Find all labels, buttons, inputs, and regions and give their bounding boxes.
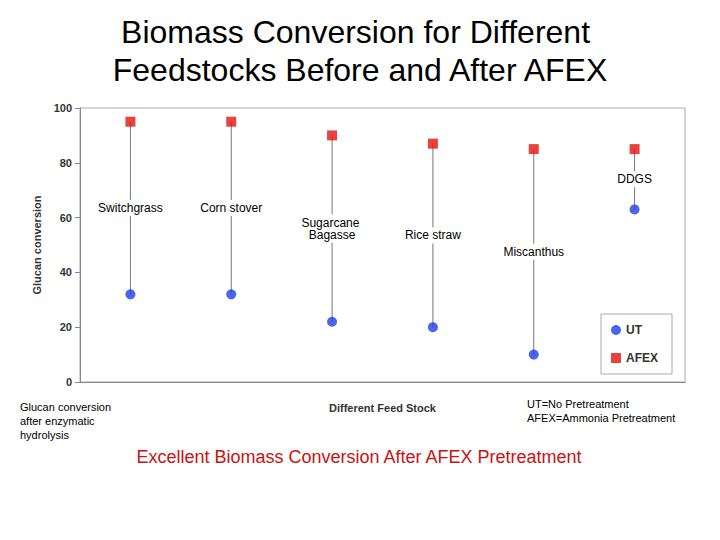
svg-text:Bagasse: Bagasse: [309, 228, 356, 242]
svg-text:Feedstocks Before and After AF: Feedstocks Before and After AFEX: [113, 52, 607, 88]
svg-text:after enzymatic: after enzymatic: [20, 415, 98, 427]
svg-text:20: 20: [60, 321, 72, 333]
svg-text:100: 100: [54, 102, 72, 114]
svg-text:0: 0: [66, 376, 72, 388]
svg-text:80: 80: [60, 157, 72, 169]
svg-text:hydrolysis: hydrolysis: [20, 429, 69, 441]
svg-text:UT: UT: [626, 323, 643, 337]
svg-text:Excellent Biomass Conversion A: Excellent Biomass Conversion After AFEX …: [136, 447, 581, 467]
svg-text:AFEX: AFEX: [626, 351, 658, 365]
svg-text:Biomass Conversion for Differe: Biomass Conversion for Different: [121, 14, 599, 50]
svg-text:DDGS: DDGS: [617, 172, 652, 186]
svg-text:Glucan conversion: Glucan conversion: [20, 401, 114, 413]
svg-text:Corn stover: Corn stover: [200, 201, 262, 215]
svg-text:Switchgrass: Switchgrass: [98, 201, 163, 215]
svg-text:UT=No Pretreatment: UT=No Pretreatment: [527, 398, 629, 410]
svg-text:Glucan conversion: Glucan conversion: [31, 195, 43, 294]
svg-text:60: 60: [60, 212, 72, 224]
svg-text:40: 40: [60, 266, 72, 278]
svg-text:Miscanthus: Miscanthus: [503, 245, 564, 259]
svg-text:Sugarcane: Sugarcane: [301, 215, 363, 230]
svg-text:Different Feed Stock: Different Feed Stock: [329, 402, 437, 414]
svg-text:Rice straw: Rice straw: [405, 228, 461, 242]
svg-text:AFEX=Ammonia Pretreatment: AFEX=Ammonia Pretreatment: [527, 412, 675, 424]
